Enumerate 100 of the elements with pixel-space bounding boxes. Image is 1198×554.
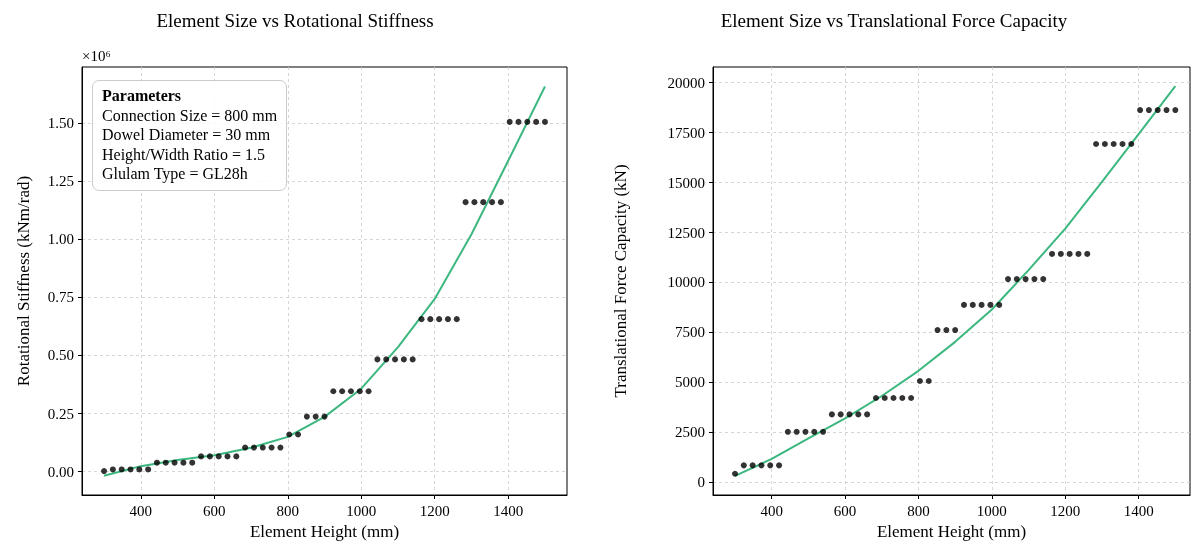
point [427,316,434,323]
y-tick-label: 1.25 [47,172,74,189]
point [180,459,187,466]
point [374,356,381,363]
point [916,378,923,385]
point [444,316,451,323]
point [189,459,196,466]
y-tick-label: 7500 [675,324,705,341]
y-tick-label: 1.00 [47,231,74,248]
y-tick-label: 5000 [675,374,705,391]
point [436,316,443,323]
point [793,428,800,435]
point [1093,141,1100,147]
point [943,327,950,334]
point [899,395,906,402]
x-tick-label: 400 [760,502,783,519]
point [978,301,985,308]
point [1128,141,1135,147]
point [855,411,862,418]
point [462,199,469,206]
point [136,466,143,473]
point [1145,107,1152,114]
y-tick-label: 10000 [667,274,705,291]
point [153,459,160,466]
point [506,118,513,125]
point [1066,250,1073,257]
point [277,444,284,451]
point [890,395,897,402]
annotation: Connection Size = 800 mm [102,105,278,125]
point [268,444,275,451]
point [259,444,266,451]
point [1084,250,1091,257]
x-tick-label: 1000 [346,502,377,519]
point [206,453,213,460]
point [776,462,783,469]
x-tick-label: 1400 [493,502,524,519]
x-axis-title: Element Height (mm) [249,522,400,541]
point [1075,250,1082,257]
y-tick-label: 1.50 [47,114,74,131]
point [828,411,835,418]
point [1119,141,1126,147]
point [383,356,390,363]
annotation: Height/Width Ratio = 1.5 [102,144,267,164]
point [1049,250,1056,257]
x-tick-label: 800 [276,502,300,519]
point [101,468,108,475]
point [418,316,425,323]
point [541,118,548,125]
point [1163,107,1170,114]
point [872,395,879,402]
point [489,199,496,206]
x-tick-label: 1000 [976,502,1007,519]
point [347,388,354,395]
point [811,428,818,435]
y-tick-label: 0.25 [47,405,74,422]
x-tick-label: 1200 [1050,502,1081,519]
point [881,395,888,402]
y-tick-label: 2500 [675,424,705,441]
point [109,466,116,473]
point [749,462,756,469]
point [952,327,959,334]
annotation: Dowel Diameter = 30 mm [102,125,272,145]
point [162,459,169,466]
y-tick-label: 17500 [667,124,705,141]
point [303,413,310,420]
point [1110,141,1117,147]
point [365,388,372,395]
point [960,301,967,308]
point [145,466,152,473]
x-tick-label: 400 [129,502,153,519]
y-tick-label: 0 [697,474,705,491]
y-axis-title: Rotational Stiffness (kNm/rad) [14,175,33,387]
y-tick-label: 15000 [667,174,705,191]
point [1154,107,1161,114]
point [392,356,399,363]
y-tick-label: 0.75 [47,289,74,306]
point [802,428,809,435]
point [515,118,522,125]
x-tick-label: 1200 [419,502,450,519]
point [1040,276,1047,283]
point [356,388,363,395]
y-axis-title: Translational Force Capacity (kN) [611,164,630,398]
text: ×10⁶ [82,47,111,64]
x-tick-label: 800 [907,502,930,519]
point [925,378,932,385]
point [1013,276,1020,283]
x-axis-title: Element Height (mm) [876,522,1027,541]
point [250,444,257,451]
y-tick-label: 20000 [667,74,705,91]
point [996,301,1003,308]
y-tick-label: 0.50 [47,347,74,364]
point [295,431,302,438]
point [118,466,125,473]
point [321,413,328,420]
x-tick-label: 600 [203,502,226,519]
point [758,462,765,469]
y-tick-label: 0.00 [47,463,74,480]
annotation: Parameters [102,86,183,106]
point [533,118,540,125]
point [198,453,205,460]
